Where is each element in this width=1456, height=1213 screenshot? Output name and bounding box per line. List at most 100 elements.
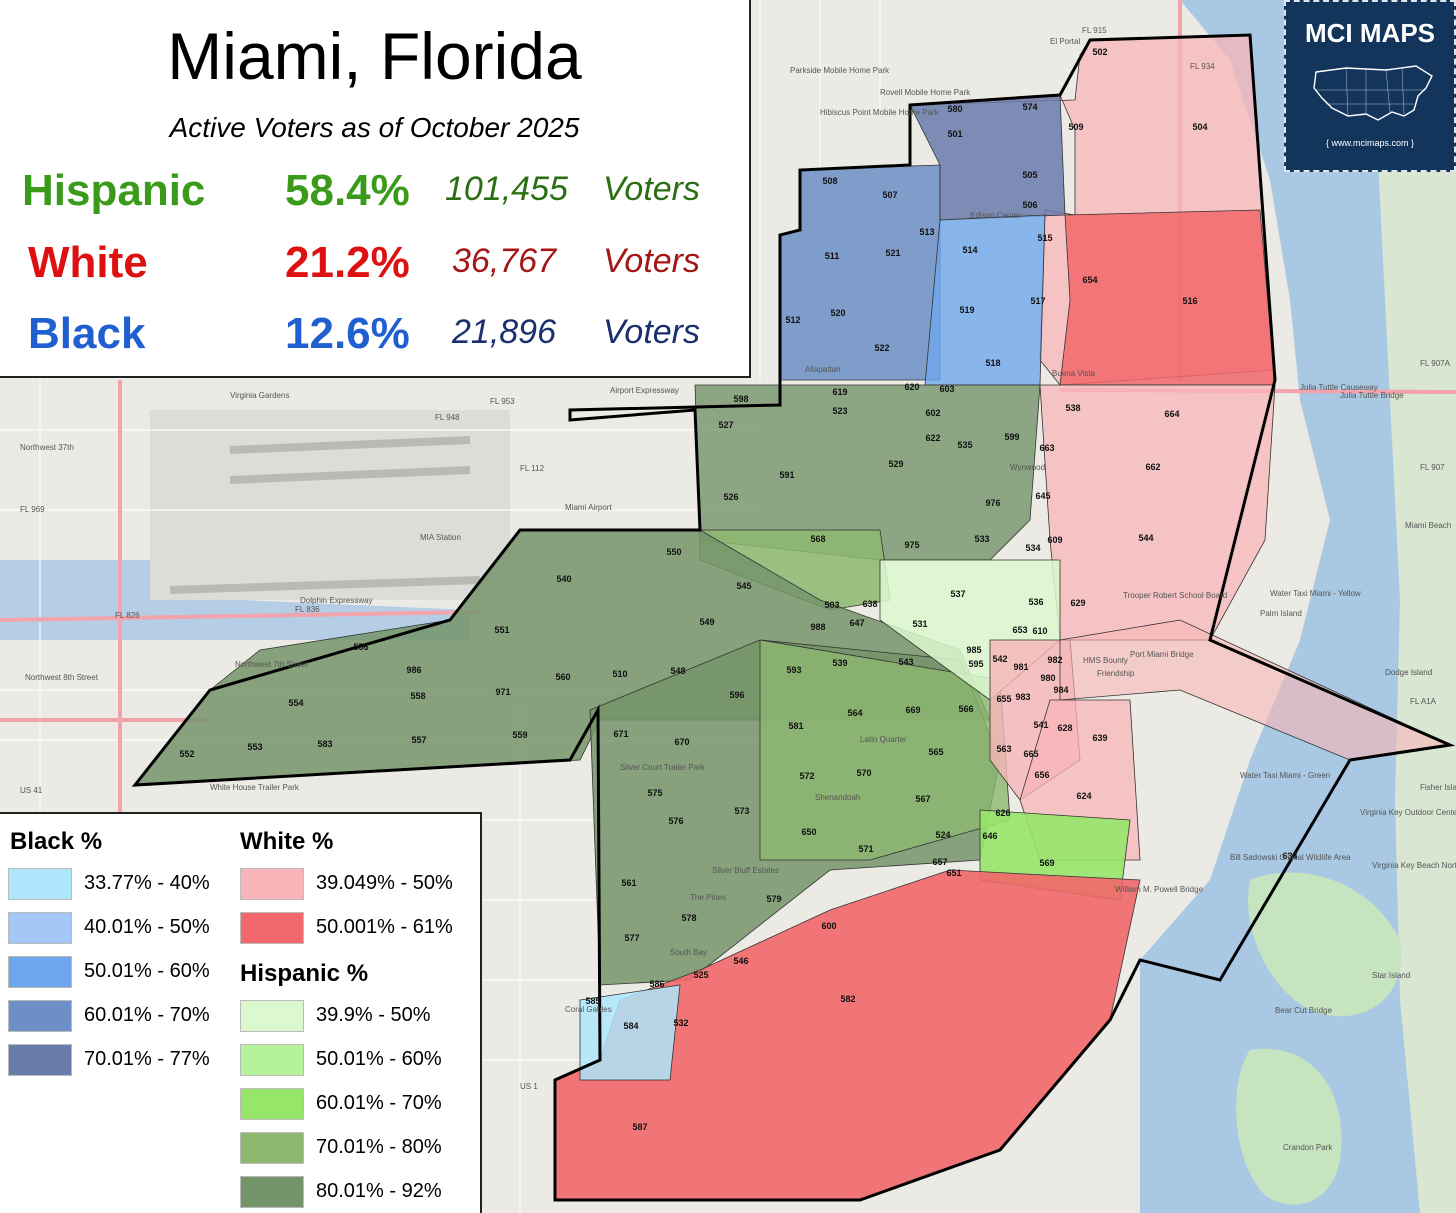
basemap-place-label: US 1 [520, 1082, 538, 1091]
stat-count: 36,767 [452, 242, 556, 280]
precinct-label: 568 [810, 534, 825, 544]
precinct-label: 554 [288, 698, 303, 708]
stat-group: Hispanic [22, 166, 206, 215]
legend-swatch-black [8, 1000, 72, 1032]
precinct-label: 570 [856, 768, 871, 778]
legend-label-hispanic: 50.01% - 60% [316, 1048, 442, 1070]
precinct-label: 536 [1028, 597, 1043, 607]
basemap-place-label: Virginia Gardens [230, 391, 289, 400]
place-label-layer: Virginia Gardens MIA Station Miami Airport… [20, 26, 1456, 1152]
legend-swatch-hispanic [240, 1088, 304, 1120]
precinct-label: 988 [810, 622, 825, 632]
precinct-label: 657 [932, 857, 947, 867]
precinct-label: 982 [1047, 655, 1062, 665]
stat-count: 101,455 [445, 170, 568, 208]
basemap-place-label: Star Island [1372, 971, 1410, 980]
precinct-label: 502 [1092, 47, 1107, 57]
precinct-label: 516 [1182, 296, 1197, 306]
basemap-place-label: US 41 [20, 786, 43, 795]
legend-swatch-black [8, 912, 72, 944]
precinct-label: 519 [959, 305, 974, 315]
precinct-label: 511 [825, 251, 840, 261]
zone-grove-west [579, 984, 681, 1081]
precinct-label: 537 [950, 589, 965, 599]
legend-label-black: 70.01% - 77% [84, 1048, 210, 1070]
mci-maps-logo: MCI MAPS { www.mcimaps.com } [1284, 0, 1456, 172]
precinct-label: 561 [621, 878, 636, 888]
precinct-label: 552 [179, 749, 194, 759]
legend-label-hispanic: 60.01% - 70% [316, 1092, 442, 1114]
basemap-place-label: FL A1A [1410, 697, 1437, 706]
precinct-label: 523 [832, 406, 847, 416]
precinct-label: 539 [832, 658, 847, 668]
legend-swatch-black [8, 868, 72, 900]
precinct-label: 654 [1082, 275, 1097, 285]
basemap-place-label: Virginia Key Beach North Point Park [1372, 861, 1456, 870]
precinct-label: 542 [992, 654, 1007, 664]
precinct-label: 525 [693, 970, 708, 980]
precinct-label: 563 [996, 744, 1011, 754]
basemap-place-label: FL 907 [1420, 463, 1445, 472]
precinct-label: 647 [849, 618, 864, 628]
precinct-label: 646 [982, 831, 997, 841]
precinct-label: 533 [974, 534, 989, 544]
basemap-place-label: Buena Vista [1052, 369, 1096, 378]
basemap-place-label: Silver Bluff Estates [712, 866, 779, 875]
precinct-label: 975 [904, 540, 919, 550]
precinct-label: 980 [1040, 673, 1055, 683]
precinct-label: 501 [947, 129, 962, 139]
precinct-label: 534 [1025, 543, 1040, 553]
legend-label-hispanic: 80.01% - 92% [316, 1180, 442, 1202]
precinct-label: 986 [406, 665, 421, 675]
precinct-label: 532 [673, 1018, 688, 1028]
precinct-label: 619 [832, 387, 847, 397]
stat-unit: Voters [603, 242, 701, 280]
basemap-place-label: Silver Court Trailer Park [620, 763, 706, 772]
basemap-place-label: Virginia Key Outdoor Center [1360, 808, 1456, 817]
key-biscayne [1236, 1048, 1342, 1205]
precinct-label: 522 [874, 343, 889, 353]
legend-label-hispanic: 70.01% - 80% [316, 1136, 442, 1158]
basemap-place-label: Northwest 8th Street [25, 673, 99, 682]
precinct-label: 521 [885, 248, 900, 258]
basemap-place-label: FL 948 [435, 413, 460, 422]
precinct-layer [131, 33, 1456, 1202]
precinct-label: 579 [766, 894, 781, 904]
precinct-label: 662 [1145, 462, 1160, 472]
basemap-place-label: FL 969 [20, 505, 45, 514]
legend-heading-hispanic: Hispanic % [240, 960, 369, 987]
precinct-label: 670 [674, 737, 689, 747]
basemap-place-label: White House Trailer Park [210, 783, 300, 792]
precinct-label: 569 [1039, 858, 1054, 868]
logo-title: MCI MAPS [1305, 18, 1435, 48]
legend: Black % White % Hispanic % 33.77% - 40% 4… [0, 812, 482, 1213]
basemap-place-label: Latin Quarter [860, 735, 907, 744]
precinct-label: 543 [898, 657, 913, 667]
basemap-place-label: FL 915 [1082, 26, 1107, 35]
precinct-label: 529 [888, 459, 903, 469]
precinct-label: 564 [847, 708, 862, 718]
basemap-place-label: FL 953 [490, 397, 515, 406]
precinct-label: 622 [925, 433, 940, 443]
basemap-place-label: William M. Powell Bridge [1115, 885, 1204, 894]
precinct-label: 584 [623, 1021, 638, 1031]
precinct-label: 983 [1015, 692, 1030, 702]
zone-allapattah-west [779, 164, 941, 381]
basemap-place-label: Port Miami Bridge [1130, 650, 1194, 659]
precinct-label: 565 [928, 747, 943, 757]
precinct-label: 609 [1047, 535, 1062, 545]
basemap-place-label: Bear Cut Bridge [1275, 1006, 1332, 1015]
precinct-label: 518 [985, 358, 1000, 368]
city-boundary [131, 33, 1456, 1202]
precinct-label: 527 [718, 420, 733, 430]
legend-label-black: 50.01% - 60% [84, 960, 210, 982]
basemap-place-label: Northwest 37th [20, 443, 74, 452]
title-panel: Miami, Florida Active Voters as of Octob… [0, 0, 751, 378]
precinct-label: 598 [733, 394, 748, 404]
basemap-place-label: Miami Beach [1405, 521, 1451, 530]
basemap-place-label: Dolphin Expressway [300, 596, 372, 605]
precinct-label: 664 [1164, 409, 1179, 419]
precinct-label: 508 [822, 176, 837, 186]
precinct-label: 520 [830, 308, 845, 318]
